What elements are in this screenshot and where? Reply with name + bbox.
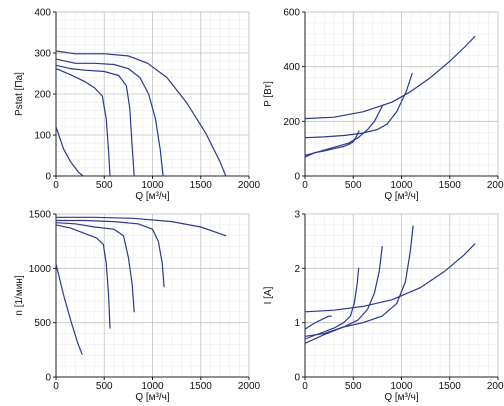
- series-line-1: [304, 315, 332, 330]
- x-tick-label: 500: [345, 180, 362, 191]
- x-tick-label: 0: [302, 180, 308, 191]
- x-tick-label: 2000: [487, 381, 504, 392]
- series-line-4: [304, 225, 414, 337]
- x-tick-label: 1500: [439, 180, 462, 191]
- x-tick-label: 1000: [390, 180, 413, 191]
- series-line-2: [304, 105, 383, 157]
- y-tick-label: 1: [294, 318, 300, 329]
- x-tick-label: 1500: [190, 180, 213, 191]
- series-line-1: [55, 126, 84, 177]
- y-tick-label: 0: [45, 373, 51, 384]
- chart-panel-1: 0 500 1000 1500 2000 0 100 200 300 400 Q [м³/ч] Pst…: [14, 8, 261, 203]
- x-tick-label: 1000: [141, 381, 164, 392]
- y-tick-label: 0: [294, 172, 300, 183]
- chart-panel-3: 0 500 1000 1500 2000 0 500 1000 1500 Q [м³/ч] n [1…: [14, 210, 261, 404]
- series-line-5: [304, 243, 476, 313]
- y-tick-label: 500: [34, 318, 51, 329]
- series-line-4: [55, 219, 165, 288]
- series-line-2: [55, 67, 111, 177]
- y-tick-label: 200: [34, 90, 51, 101]
- y-axis-label: Pstat [Па]: [14, 72, 25, 116]
- y-tick-label: 0: [45, 172, 51, 183]
- y-tick-label: 200: [283, 117, 300, 128]
- x-tick-label: 1000: [141, 180, 164, 191]
- x-tick-label: 0: [53, 180, 59, 191]
- x-tick-label: 2000: [238, 180, 261, 191]
- x-tick-label: 500: [345, 381, 362, 392]
- x-tick-label: 2000: [238, 381, 261, 392]
- x-axis-label: Q [м³/ч]: [135, 191, 170, 202]
- y-tick-label: 400: [283, 62, 300, 73]
- y-tick-label: 100: [34, 131, 51, 142]
- x-tick-label: 1500: [190, 381, 213, 392]
- y-axis-label: I [A]: [263, 286, 274, 304]
- x-axis-label: Q [м³/ч]: [135, 392, 170, 403]
- series-line-5: [55, 50, 227, 177]
- y-axis-label: P [Вт]: [263, 81, 274, 107]
- y-tick-label: 1000: [29, 264, 52, 275]
- x-axis-label: Q [м³/ч]: [384, 392, 419, 403]
- chart-panel-2: 0 500 1000 1500 2000 0 200 400 600 Q [м³/ч] P [Вт]: [263, 8, 504, 203]
- x-tick-label: 500: [96, 180, 113, 191]
- series-line-1: [55, 263, 83, 355]
- series-line-3: [55, 64, 135, 177]
- x-tick-label: 0: [53, 381, 59, 392]
- series-line-5: [55, 216, 227, 237]
- series-line-3: [55, 222, 135, 313]
- x-tick-label: 500: [96, 381, 113, 392]
- x-tick-label: 1500: [439, 381, 462, 392]
- series-line-2: [55, 224, 111, 329]
- y-tick-label: 3: [294, 210, 300, 221]
- x-tick-label: 2000: [487, 180, 504, 191]
- y-tick-label: 600: [283, 8, 300, 19]
- y-axis-label: n [1/мин]: [14, 275, 25, 315]
- series-line-2: [304, 267, 360, 340]
- chart-panel-4: 0 500 1000 1500 2000 0 1 2 3 Q [м³/ч] I [A]: [263, 210, 504, 404]
- x-tick-label: 0: [302, 381, 308, 392]
- y-tick-label: 400: [34, 8, 51, 19]
- x-axis-label: Q [м³/ч]: [384, 191, 419, 202]
- y-tick-label: 2: [294, 264, 300, 275]
- series-line-3: [304, 246, 383, 344]
- series-line-4: [304, 35, 476, 120]
- series-line-3: [304, 72, 413, 139]
- x-tick-label: 1000: [390, 381, 413, 392]
- series-line-4: [55, 58, 164, 177]
- y-tick-label: 300: [34, 49, 51, 60]
- y-tick-label: 1500: [29, 210, 52, 221]
- y-tick-label: 0: [294, 373, 300, 384]
